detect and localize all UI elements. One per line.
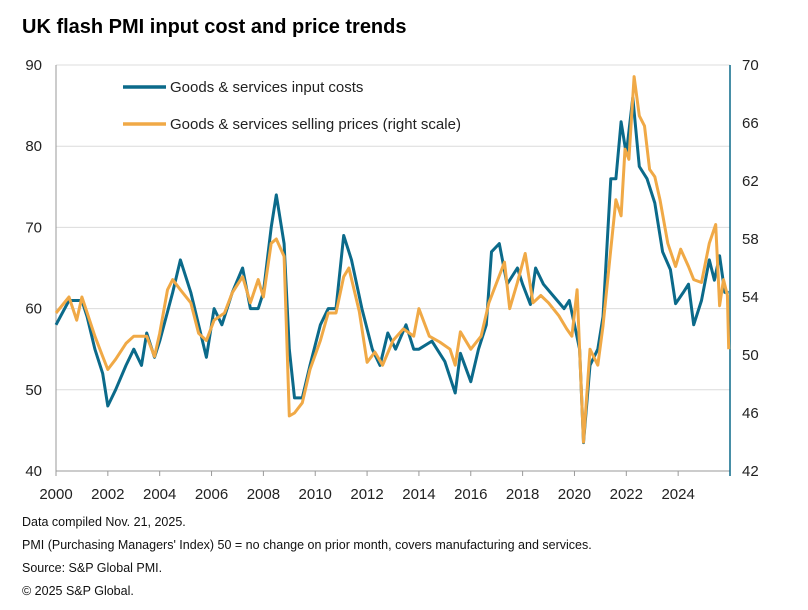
legend-label: Goods & services selling prices (right s… bbox=[170, 116, 461, 133]
x-tick-label: 2014 bbox=[402, 486, 435, 503]
x-tick-label: 2008 bbox=[247, 486, 280, 503]
series-line-input-costs bbox=[54, 96, 729, 445]
y-right-tick-label: 46 bbox=[742, 405, 759, 422]
y-right-tick-label: 54 bbox=[742, 289, 759, 306]
footnote-date: Data compiled Nov. 21, 2025. bbox=[22, 515, 186, 529]
footnote-copyright: © 2025 S&P Global. bbox=[22, 584, 134, 598]
y-right-tick-label: 58 bbox=[742, 231, 759, 248]
y-left-tick-label: 90 bbox=[25, 57, 42, 74]
y-right-tick-label: 42 bbox=[742, 463, 759, 480]
x-tick-label: 2020 bbox=[558, 486, 591, 503]
x-tick-label: 2000 bbox=[39, 486, 72, 503]
x-tick-label: 2006 bbox=[195, 486, 228, 503]
x-tick-label: 2012 bbox=[350, 486, 383, 503]
x-tick-label: 2024 bbox=[661, 486, 694, 503]
x-tick-label: 2002 bbox=[91, 486, 124, 503]
x-tick-label: 2016 bbox=[454, 486, 487, 503]
y-right-tick-label: 70 bbox=[742, 57, 759, 74]
y-right-tick-label: 66 bbox=[742, 115, 759, 132]
x-tick-label: 2010 bbox=[299, 486, 332, 503]
x-tick-label: 2022 bbox=[610, 486, 643, 503]
y-left-tick-label: 40 bbox=[25, 463, 42, 480]
y-left-tick-label: 60 bbox=[25, 301, 42, 318]
y-right-tick-label: 62 bbox=[742, 173, 759, 190]
y-left-tick-label: 50 bbox=[25, 382, 42, 399]
series-line-selling-prices bbox=[54, 75, 731, 444]
y-left-tick-label: 70 bbox=[25, 219, 42, 236]
x-tick-label: 2018 bbox=[506, 486, 539, 503]
footnote-definition: PMI (Purchasing Managers' Index) 50 = no… bbox=[22, 538, 592, 552]
footnote-source: Source: S&P Global PMI. bbox=[22, 561, 163, 575]
legend-label: Goods & services input costs bbox=[170, 79, 363, 96]
chart-title: UK flash PMI input cost and price trends bbox=[22, 16, 407, 38]
y-left-tick-label: 80 bbox=[25, 138, 42, 155]
x-tick-label: 2004 bbox=[143, 486, 176, 503]
y-right-tick-label: 50 bbox=[742, 347, 759, 364]
